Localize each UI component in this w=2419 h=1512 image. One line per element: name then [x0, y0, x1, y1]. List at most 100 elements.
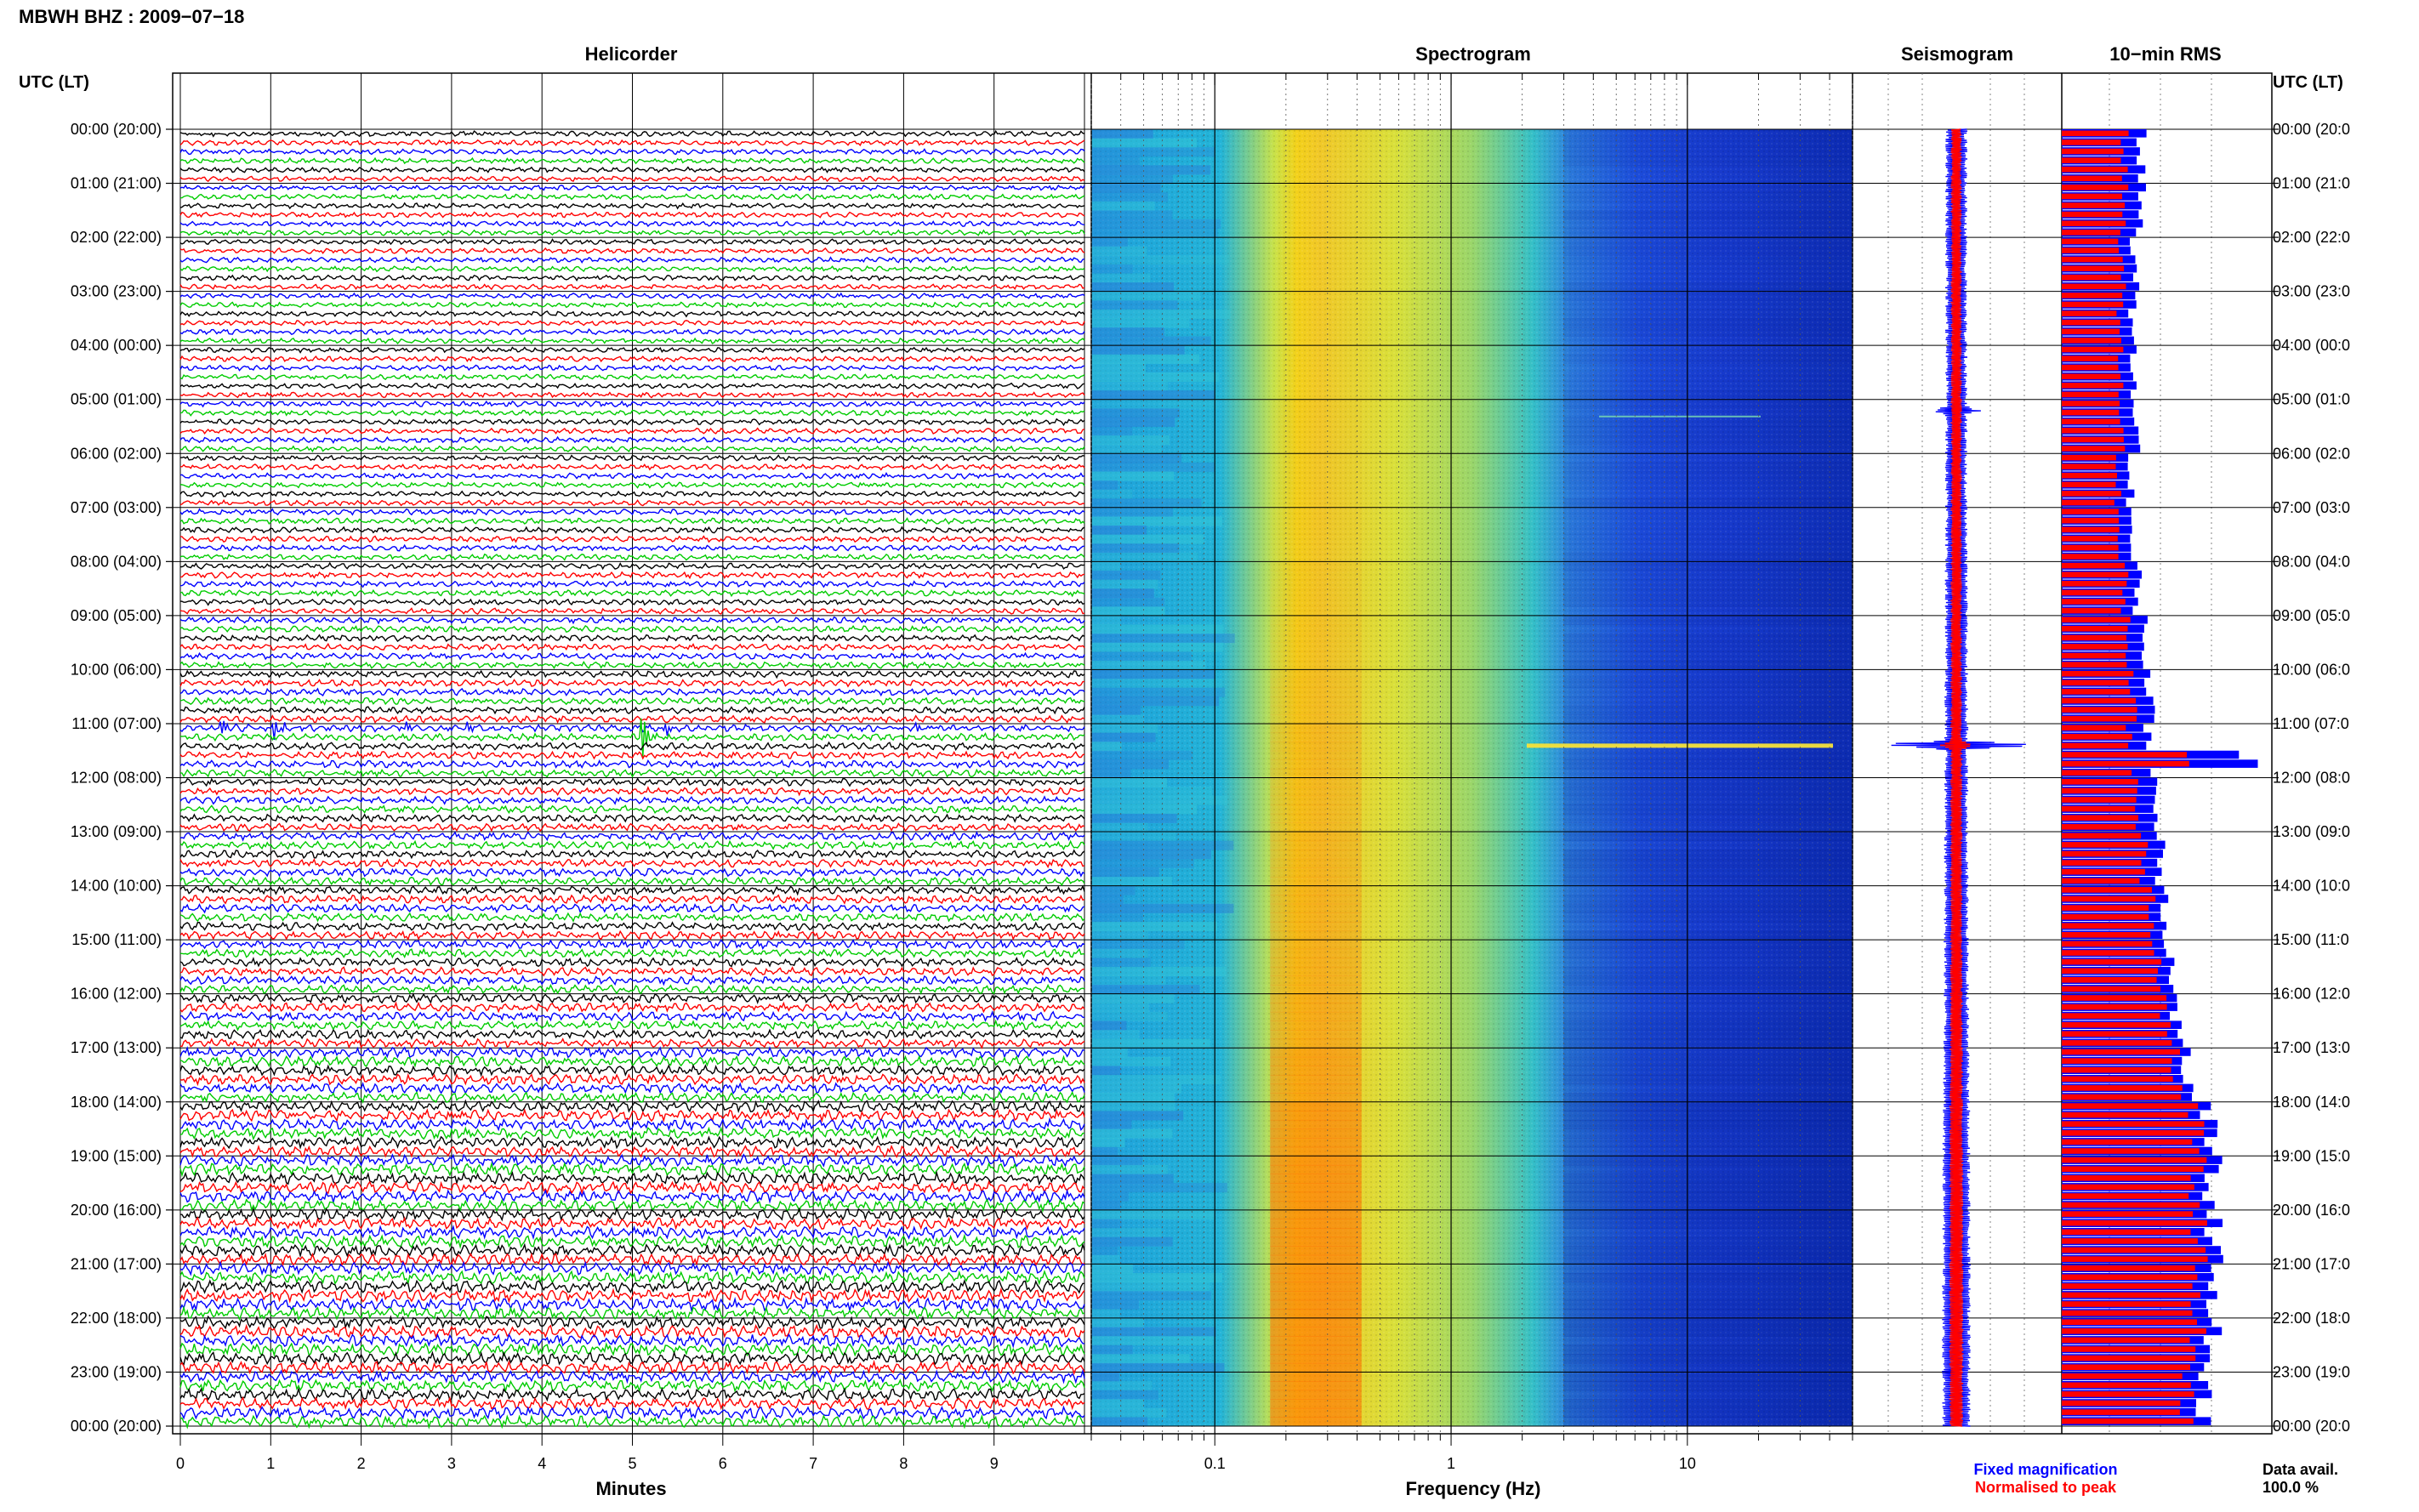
spectrogram-band [1091, 210, 1173, 220]
spectrogram-band [1270, 885, 1362, 895]
spectrogram-band [1562, 156, 1853, 166]
time-label-right: 20:00 (16:0 [2273, 1202, 2350, 1219]
spectrogram-band [1091, 543, 1180, 554]
spectrogram-band [1562, 345, 1853, 355]
spectrogram-band [1091, 1119, 1132, 1130]
helicorder-trace [179, 1099, 1085, 1114]
spectrogram-band [1562, 777, 1853, 787]
rms-bar-normalised [2062, 833, 2142, 839]
spectrogram-band [1562, 651, 1853, 662]
helicorder-trace [179, 1350, 1085, 1367]
rms-bar-normalised [2062, 544, 2119, 551]
spectrogram-band [1270, 985, 1362, 995]
spectrogram-band [1091, 516, 1223, 526]
helicorder-trace [179, 301, 1085, 309]
spectrogram-band [1270, 679, 1362, 689]
spectrogram-band [1562, 246, 1853, 256]
time-label-left: 19:00 (15:00) [71, 1147, 162, 1164]
seismogram-normalised-trace [1939, 128, 1971, 1427]
helicorder-trace [179, 750, 1085, 760]
time-label-left: 08:00 (04:00) [71, 553, 162, 570]
helicorder-trace [179, 1188, 1085, 1205]
helicorder-trace [179, 669, 1085, 679]
minute-tick-label: 3 [447, 1455, 456, 1472]
helicorder-trace [179, 786, 1085, 797]
spectrogram-band [1091, 679, 1223, 689]
spectrogram-band [1562, 354, 1853, 364]
helicorder-trace [179, 920, 1085, 932]
rms-bar-normalised [2062, 1418, 2194, 1424]
rms-bar-normalised [2062, 1391, 2194, 1397]
spectrogram-band [1091, 237, 1128, 247]
spectrogram-band [1270, 1164, 1362, 1174]
time-label-left: 01:00 (21:00) [71, 175, 162, 192]
spectrogram-band [1562, 1291, 1853, 1301]
rms-bar-normalised [2062, 1283, 2193, 1289]
helicorder-trace [179, 418, 1085, 427]
spectrogram-band [1270, 570, 1362, 581]
rms-bar-normalised [2062, 446, 2126, 452]
spectrogram-band [1562, 327, 1853, 338]
spectrogram-band [1091, 381, 1169, 391]
spectrogram-band [1091, 552, 1198, 562]
helicorder-trace [179, 706, 1085, 715]
spectrogram-band [1562, 985, 1853, 995]
spectrogram-band [1562, 1128, 1853, 1139]
data-availability-value: 100.0 % [2262, 1479, 2319, 1496]
spectrogram-band [1562, 795, 1853, 805]
time-label-right: 06:00 (02:0 [2273, 445, 2350, 462]
spectrogram-band [1270, 219, 1361, 229]
spectrogram-band [1091, 138, 1198, 148]
helicorder-trace [179, 588, 1085, 598]
rms-bar-normalised [2062, 1157, 2207, 1163]
rms-bar-normalised [2062, 1292, 2200, 1299]
spectrogram-band [1091, 561, 1121, 571]
spectrogram-band [1270, 813, 1362, 823]
spectrogram-band [1270, 993, 1362, 1003]
spectrogram-band [1562, 1317, 1853, 1328]
spectrogram-band [1270, 1066, 1362, 1076]
spectrogram-band [1270, 318, 1361, 327]
spectrogram-band [1562, 1093, 1853, 1103]
spectrogram-band [1091, 534, 1204, 544]
spectrogram-band [1270, 1317, 1362, 1328]
rms-bar-normalised [2062, 562, 2126, 569]
spectrogram-band [1562, 399, 1853, 409]
rms-bar-normalised [2062, 1319, 2197, 1325]
helicorder-trace [179, 472, 1085, 480]
spectrogram-band [1270, 390, 1361, 400]
time-label-left: 18:00 (14:00) [71, 1094, 162, 1111]
spectrogram-band [1562, 642, 1853, 652]
minute-tick-label: 4 [538, 1455, 546, 1472]
spectrogram-band [1270, 840, 1362, 850]
helicorder-trace [179, 1063, 1085, 1077]
spectrogram-band [1091, 1254, 1120, 1265]
rms-bar-normalised [2062, 1066, 2171, 1073]
spectrogram-band [1091, 615, 1121, 625]
spectrogram-band [1091, 1362, 1225, 1373]
helicorder-trace [179, 1045, 1085, 1060]
spectrogram-band [1270, 759, 1362, 770]
spectrogram-band [1562, 696, 1853, 707]
spectrogram-band [1562, 832, 1853, 842]
helicorder-trace [179, 1225, 1085, 1241]
time-label-right: 13:00 (09:0 [2273, 823, 2350, 840]
spectrogram-band [1562, 624, 1853, 634]
spectrogram-bands [1091, 129, 1853, 1427]
spectrogram-band [1270, 507, 1362, 517]
rms-bar-normalised [2062, 1103, 2199, 1109]
spectrogram-band [1270, 202, 1361, 211]
spectrogram-band [1270, 237, 1361, 247]
rms-bar-normalised [2062, 707, 2137, 713]
rms-bar-normalised [2062, 652, 2126, 659]
spectrogram-band [1270, 247, 1361, 256]
rms-bar-normalised [2062, 1021, 2171, 1028]
spectrogram-band [1562, 895, 1853, 905]
rms-bar-normalised [2062, 1166, 2204, 1172]
spectrogram-band [1562, 885, 1853, 895]
helicorder-trace [179, 454, 1085, 462]
helicorder-frame [172, 72, 2273, 1435]
spectrogram-band [1270, 282, 1361, 292]
rms-bar-normalised [2062, 328, 2120, 335]
rms-bars [2062, 129, 2258, 1425]
